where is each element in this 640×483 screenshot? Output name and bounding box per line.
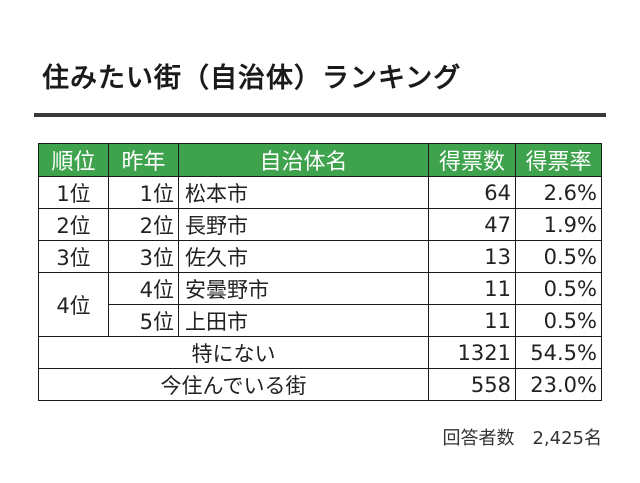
rank-cell: 2位 (38, 208, 109, 241)
rate-cell: 0.5% (515, 240, 602, 273)
rate-cell: 0.5% (515, 304, 602, 337)
header-votes: 得票数 (428, 143, 516, 177)
votes-cell: 47 (428, 208, 516, 241)
ranking-table: 順位 昨年 自治体名 得票数 得票率 1位 1位 松本市 64 2.6% 2位 … (38, 143, 602, 401)
page-title: 住みたい街（自治体）ランキング (42, 63, 462, 94)
votes-cell: 1321 (428, 336, 516, 369)
table-row: 4位 4位 安曇野市 11 0.5% (38, 272, 602, 337)
votes-cell: 11 (428, 304, 516, 337)
prev-rank-cell: 2位 (108, 208, 179, 241)
respondent-count: 回答者数 2,425名 (442, 428, 602, 449)
rank-cell: 3位 (38, 240, 109, 273)
votes-cell: 64 (428, 176, 516, 209)
header-vote-rate: 得票率 (515, 143, 602, 177)
municipality-cell: 上田市 (178, 304, 429, 337)
title-divider (34, 113, 606, 117)
rate-cell: 54.5% (515, 336, 602, 369)
table-row: 3位 3位 佐久市 13 0.5% (38, 240, 602, 273)
municipality-cell: 松本市 (178, 176, 429, 209)
votes-cell: 558 (428, 368, 516, 401)
rate-cell: 2.6% (515, 176, 602, 209)
prev-rank-cell: 3位 (108, 240, 179, 273)
municipality-cell: 長野市 (178, 208, 429, 241)
header-municipality: 自治体名 (178, 143, 429, 177)
rate-cell: 23.0% (515, 368, 602, 401)
rate-cell: 1.9% (515, 208, 602, 241)
municipality-cell: 佐久市 (178, 240, 429, 273)
table-row: 今住んでいる街 558 23.0% (38, 368, 602, 401)
votes-cell: 13 (428, 240, 516, 273)
table-row: 特にない 1321 54.5% (38, 336, 602, 369)
prev-rank-cell: 5位 (108, 304, 179, 337)
answer-label-cell: 特にない (38, 336, 429, 369)
municipality-cell: 安曇野市 (178, 272, 429, 305)
rank-cell: 1位 (38, 176, 109, 209)
table-row: 1位 1位 松本市 64 2.6% (38, 176, 602, 209)
votes-cell: 11 (428, 272, 516, 305)
rank-cell: 4位 (38, 272, 109, 337)
prev-rank-cell: 4位 (108, 272, 179, 305)
table-row: 2位 2位 長野市 47 1.9% (38, 208, 602, 241)
table-header-row: 順位 昨年 自治体名 得票数 得票率 (38, 143, 602, 177)
header-prev-rank: 昨年 (108, 143, 179, 177)
header-rank: 順位 (38, 143, 109, 177)
table-row: 5位 上田市 11 0.5% (39, 304, 602, 337)
rate-cell: 0.5% (515, 272, 602, 305)
prev-rank-cell: 1位 (108, 176, 179, 209)
answer-label-cell: 今住んでいる街 (38, 368, 429, 401)
